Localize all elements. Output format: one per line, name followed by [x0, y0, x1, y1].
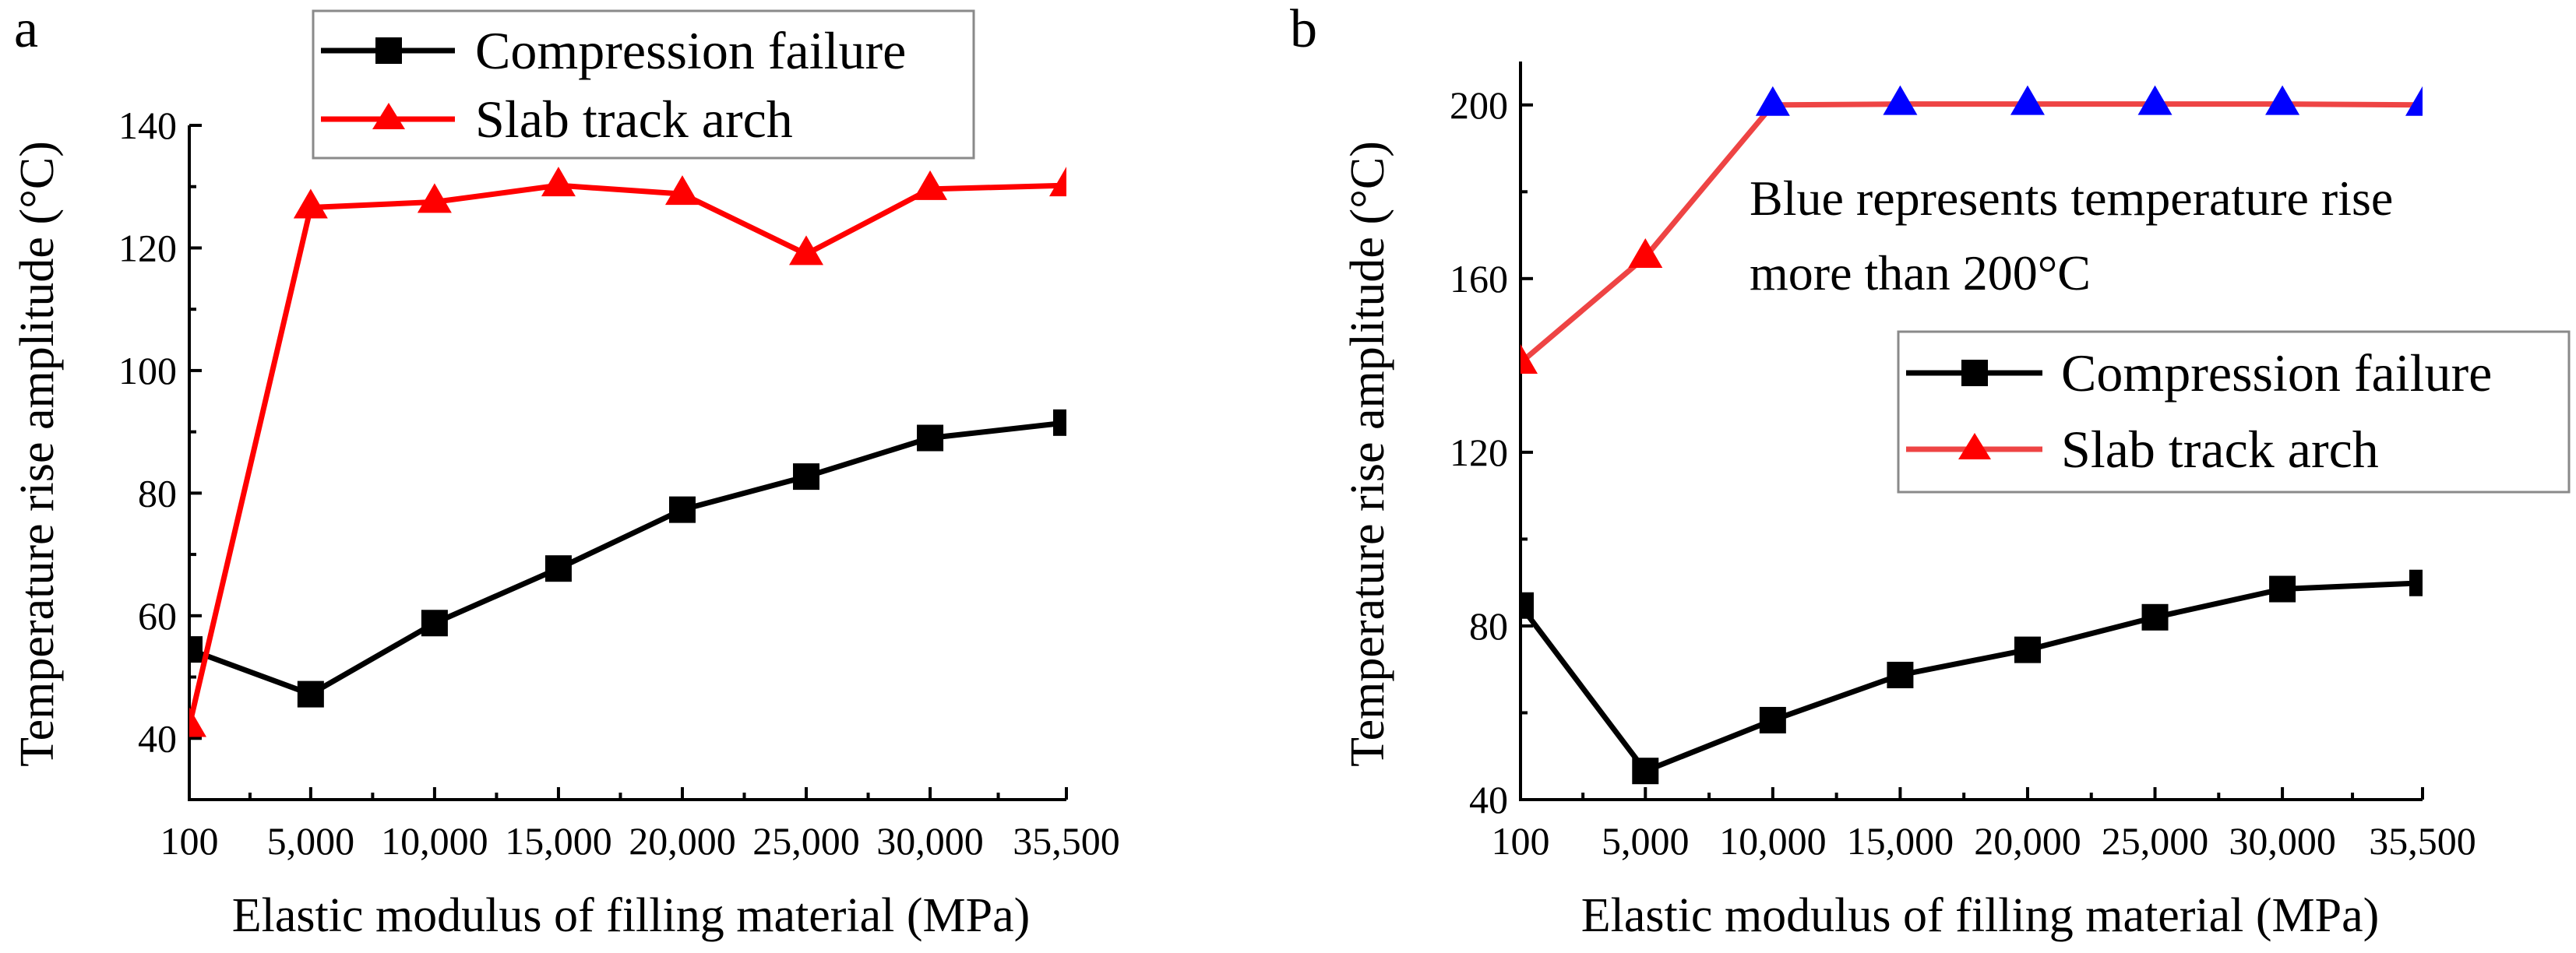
legend-label-slab-a: Slab track arch: [475, 90, 793, 149]
y-tick-label: 100: [118, 349, 177, 392]
data-point-compression-failure: [2141, 603, 2169, 631]
y-tick-label: 140: [118, 104, 177, 147]
x-tick-label: 15,000: [505, 819, 612, 863]
panel-label-a: a: [14, 0, 38, 59]
chart-panel-a: a Temperature rise amplitude (°C) Elasti…: [11, 0, 1120, 942]
y-tick-label: 40: [1469, 778, 1508, 821]
data-point-compression-failure: [917, 424, 944, 452]
legend-label-compression-a: Compression failure: [475, 21, 906, 80]
x-tick-label: 20,000: [1974, 819, 2081, 863]
series-line-compression-failure: [1521, 580, 2423, 774]
data-point-slab-track-arch: [1755, 86, 1790, 116]
x-tick-label: 25,000: [752, 819, 860, 863]
data-point-compression-failure: [1053, 409, 1066, 436]
series-line-slab-track-arch: [189, 182, 1066, 727]
data-point-slab-track-arch: [2010, 85, 2045, 115]
data-point-slab-track-arch: [1521, 344, 1538, 375]
data-point-slab-track-arch: [541, 167, 576, 197]
y-axis-title-b: Temperature rise amplitude (°C): [1341, 141, 1394, 767]
data-point-slab-track-arch: [664, 175, 700, 206]
legend-box-b: [1897, 330, 2571, 494]
x-tick-label: 25,000: [2102, 819, 2209, 863]
series-line-compression-failure: [189, 420, 1066, 698]
data-point-slab-track-arch: [2405, 86, 2423, 116]
data-point-slab-track-arch: [1628, 237, 1663, 268]
x-tick-label: 30,000: [876, 819, 984, 863]
x-tick-label: 5,000: [1602, 819, 1690, 863]
data-point-slab-track-arch: [789, 235, 824, 266]
data-point-compression-failure: [1521, 592, 1534, 619]
x-tick-label: 15,000: [1847, 819, 1954, 863]
plot-area-b: [1521, 85, 2423, 785]
data-point-compression-failure: [544, 555, 572, 582]
data-point-slab-track-arch: [2265, 85, 2300, 115]
data-point-slab-track-arch: [1883, 85, 1918, 115]
data-point-compression-failure: [421, 610, 448, 637]
y-tick-label: 80: [138, 471, 177, 515]
series-line-slab-track-arch: [1521, 101, 2423, 365]
x-tick-label: 10,000: [381, 819, 488, 863]
plot-area-a: [189, 167, 1066, 737]
y-tick-label: 60: [138, 594, 177, 638]
data-point-compression-failure: [2269, 575, 2296, 603]
x-tick-label: 100: [1492, 819, 1550, 863]
y-tick-label: 120: [118, 226, 177, 269]
x-tick-label: 10,000: [1719, 819, 1827, 863]
data-point-slab-track-arch: [913, 170, 948, 200]
axes-b: 40 80 120 160 200 100 5,000 10,000 15,000 20,000 2…: [1450, 62, 2476, 863]
data-point-compression-failure: [793, 463, 820, 491]
legend-box-a: [312, 9, 975, 160]
legend-label-compression-b: Compression failure: [2061, 343, 2492, 403]
y-tick-label: 200: [1450, 83, 1508, 127]
annotation-b: Blue represents temperature rise more th…: [1750, 171, 2393, 301]
data-point-slab-track-arch: [189, 707, 206, 737]
data-point-slab-track-arch: [2137, 85, 2173, 115]
y-axis-title-a: Temperature rise amplitude (°C): [11, 141, 64, 767]
annotation-line-1: Blue represents temperature rise: [1750, 171, 2393, 226]
x-tick-label: 100: [160, 819, 219, 863]
x-tick-label: 20,000: [629, 819, 736, 863]
x-axis-title-a: Elastic modulus of filling material (MPa…: [232, 889, 1031, 942]
data-point-compression-failure: [2409, 569, 2423, 596]
data-point-compression-failure: [2014, 636, 2041, 663]
axes-a: 40 60 80 100 120 140 100 5,000 10,000 15,000 20,00…: [118, 104, 1120, 863]
chart-panel-b: b Temperature rise amplitude (°C) Elasti…: [1290, 0, 2571, 942]
legend-a: Compression failure Slab track arch: [312, 9, 975, 160]
square-marker-icon: [375, 37, 402, 64]
y-tick-label: 40: [138, 716, 177, 760]
y-tick-label: 120: [1450, 431, 1508, 474]
annotation-line-2: more than 200°C: [1750, 245, 2091, 301]
x-tick-label: 35,500: [2369, 819, 2476, 863]
data-point-compression-failure: [1759, 706, 1786, 733]
data-point-compression-failure: [668, 496, 696, 523]
x-axis-title-b: Elastic modulus of filling material (MPa…: [1581, 889, 2380, 942]
data-point-slab-track-arch: [417, 183, 452, 213]
legend-label-slab-b: Slab track arch: [2061, 420, 2379, 479]
data-point-compression-failure: [189, 636, 203, 663]
data-point-slab-track-arch: [1049, 167, 1066, 197]
panel-label-b: b: [1290, 0, 1317, 59]
square-marker-icon: [1961, 360, 1988, 386]
data-point-compression-failure: [1632, 758, 1659, 785]
data-point-compression-failure: [297, 680, 324, 708]
triangle-marker-icon: [1958, 433, 1991, 459]
y-tick-label: 160: [1450, 257, 1508, 301]
x-tick-label: 5,000: [267, 819, 355, 863]
x-tick-label: 35,500: [1013, 819, 1120, 863]
x-tick-label: 30,000: [2229, 819, 2336, 863]
triangle-marker-icon: [372, 103, 405, 129]
data-point-compression-failure: [1887, 661, 1914, 688]
y-tick-label: 80: [1469, 604, 1508, 648]
legend-b: Compression failure Slab track arch: [1897, 330, 2571, 494]
data-point-slab-track-arch: [293, 188, 328, 219]
